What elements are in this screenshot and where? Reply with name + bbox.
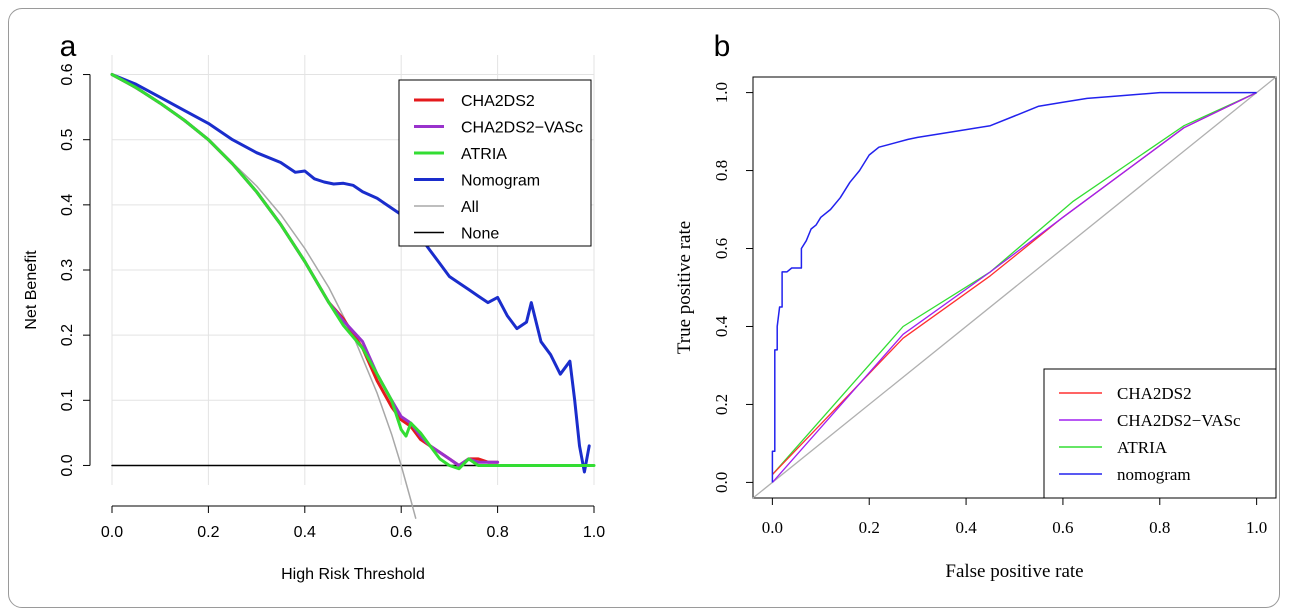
- x-tick-label: 1.0: [583, 524, 605, 541]
- legend-box: [1043, 368, 1277, 499]
- series-line: [771, 92, 1257, 476]
- decision-curve-panel: a 0.0 0.2 0.4 0.6 0.8 1.0 0.0 0.1 0.2 0.3 0.4 0.5 0.6…: [23, 30, 605, 583]
- panel-label: b: [714, 30, 731, 63]
- y-tick-label: 0.1: [59, 389, 76, 411]
- y-tick-label: 0.2: [59, 324, 76, 346]
- series-line: [110, 73, 596, 471]
- legend-entry: None: [461, 226, 499, 243]
- x-tick-label: 0.2: [859, 518, 880, 537]
- figure: a 0.0 0.2 0.4 0.6 0.8 1.0 0.0 0.1 0.2 0.3 0.4 0.5 0.6…: [8, 8, 1280, 608]
- legend-entry: CHA2DS2−VASc: [461, 120, 583, 137]
- series-line: [771, 92, 1257, 483]
- series-line: [111, 73, 417, 519]
- legend-entry: All: [461, 199, 479, 216]
- x-tick-label: 0.6: [390, 524, 412, 541]
- series-line: [752, 76, 1277, 499]
- legend-entry: CHA2DS2−VASc: [1117, 411, 1241, 430]
- x-tick-label: 0.2: [197, 524, 219, 541]
- x-tick-label: 0.4: [955, 518, 977, 537]
- legend-entry: nomogram: [1117, 465, 1191, 484]
- x-tick-label: 0.0: [101, 524, 123, 541]
- x-axis-label: High Risk Threshold: [281, 566, 425, 583]
- x-tick-label: 0.8: [486, 524, 508, 541]
- legend-entry: CHA2DS2: [461, 93, 535, 110]
- figure-svg: a 0.0 0.2 0.4 0.6 0.8 1.0 0.0 0.1 0.2 0.3 0.4 0.5 0.6…: [23, 30, 1277, 583]
- legend-box: [398, 79, 592, 247]
- x-tick-label: 0.0: [762, 518, 783, 537]
- y-tick-label: 0.6: [712, 238, 731, 259]
- plot-box: [752, 76, 1277, 499]
- y-tick-label: 0.3: [59, 259, 76, 281]
- legend-entry: CHA2DS2: [1117, 384, 1192, 403]
- y-tick-label: 0.2: [712, 394, 731, 415]
- roc-curve-panel: b 0.0 0.2 0.4 0.6 0.8 1.0 0.0 0.2 0.4 0.6 0.8 1.0 Fal…: [674, 30, 1277, 582]
- y-tick-label: 1.0: [712, 82, 731, 103]
- y-axis-label: True positive rate: [674, 221, 695, 354]
- y-tick-label: 0.6: [59, 63, 76, 85]
- panel-label: a: [60, 30, 77, 63]
- x-axis-label: False positive rate: [945, 561, 1083, 582]
- x-tick-label: 0.4: [294, 524, 316, 541]
- legend-entry: ATRIA: [1117, 438, 1168, 457]
- x-tick-label: 0.6: [1052, 518, 1073, 537]
- y-tick-label: 0.5: [59, 128, 76, 150]
- legend-entry: Nomogram: [461, 173, 540, 190]
- y-tick-label: 0.4: [712, 315, 731, 337]
- legend-entry: ATRIA: [461, 146, 507, 163]
- x-tick-label: 0.8: [1149, 518, 1170, 537]
- y-tick-label: 0.0: [59, 454, 76, 476]
- series-line: [771, 91, 1257, 483]
- y-tick-label: 0.8: [712, 160, 731, 181]
- y-axis-label: Net Benefit: [23, 250, 40, 330]
- y-tick-label: 0.4: [59, 194, 76, 216]
- x-tick-label: 1.0: [1246, 518, 1267, 537]
- y-tick-label: 0.0: [712, 472, 731, 493]
